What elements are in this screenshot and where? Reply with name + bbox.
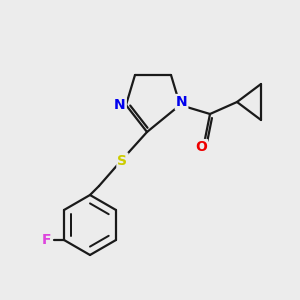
Text: O: O bbox=[195, 140, 207, 154]
Text: F: F bbox=[41, 233, 51, 247]
Text: N: N bbox=[176, 95, 187, 109]
Text: S: S bbox=[117, 154, 128, 167]
Text: N: N bbox=[114, 98, 126, 112]
